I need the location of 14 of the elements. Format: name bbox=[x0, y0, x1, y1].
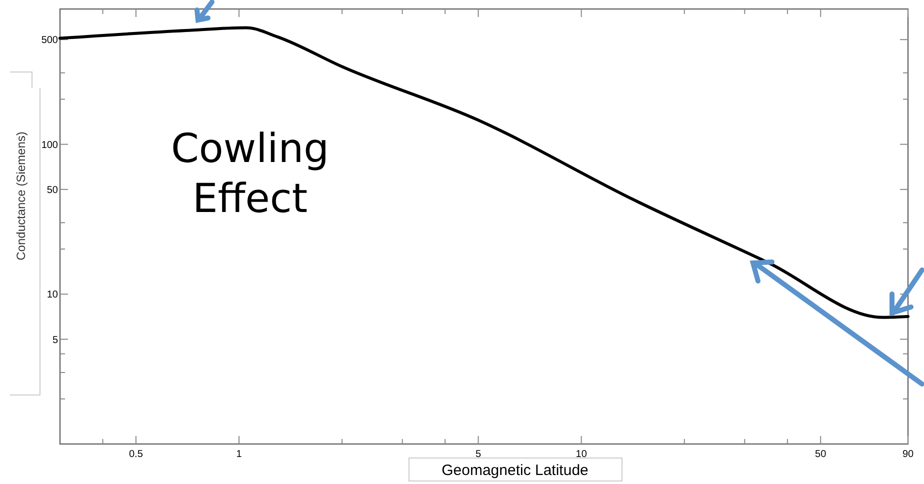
y-tick-label: 10 bbox=[46, 290, 58, 301]
x-tick-label: 0.5 bbox=[128, 449, 144, 460]
x-axis-title: Geomagnetic Latitude bbox=[442, 462, 588, 479]
annotation: Cowling Effect bbox=[170, 126, 330, 222]
x-tick-label: 10 bbox=[576, 449, 588, 460]
x-tick-label: 90 bbox=[902, 449, 914, 460]
y-tick-label: 100 bbox=[41, 140, 58, 151]
y-tick-label: 50 bbox=[46, 184, 58, 196]
x-tick-label: 50 bbox=[815, 449, 827, 460]
y-tick-label: 500 bbox=[41, 35, 58, 46]
y-axis-title: Conductance (Siemens) bbox=[14, 132, 28, 260]
y-tick-label: 5 bbox=[52, 334, 58, 346]
x-tick-label: 1 bbox=[236, 449, 242, 460]
x-tick-label: 5 bbox=[476, 449, 482, 460]
